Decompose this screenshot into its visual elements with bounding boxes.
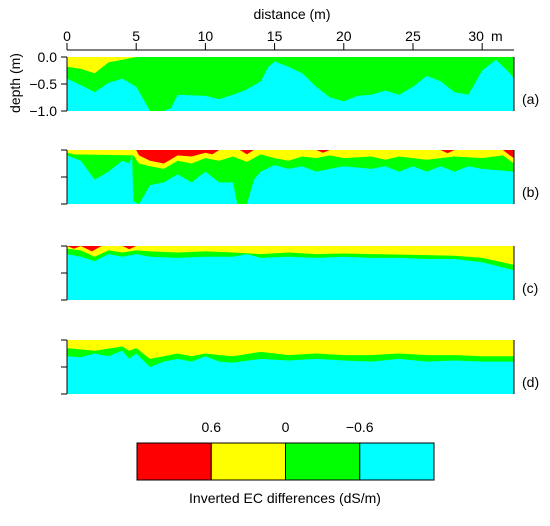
y-tick-label: −1.0 bbox=[29, 103, 57, 119]
y-axis-ticks: 0.0 −0.5 −1.0 bbox=[29, 49, 57, 119]
legend: 0.6 0 −0.6 bbox=[136, 419, 435, 481]
panel-1: (b) bbox=[61, 149, 539, 205]
x-tick-label: 25 bbox=[405, 28, 421, 44]
legend-tick-label: −0.6 bbox=[346, 419, 374, 435]
y-tick-label: 0.0 bbox=[38, 49, 58, 65]
panel-label: (b) bbox=[522, 184, 539, 200]
region-cyan bbox=[67, 59, 514, 111]
legend-tick-label: 0.6 bbox=[202, 419, 222, 435]
panel-2: (c) bbox=[61, 245, 538, 301]
legend-title: Inverted EC differences (dS/m) bbox=[189, 490, 381, 506]
x-axis-unit: m bbox=[491, 28, 503, 44]
panels: (a) (b) (c) (d) bbox=[61, 56, 539, 395]
panel-label: (d) bbox=[522, 374, 539, 390]
region-cyan bbox=[67, 155, 514, 204]
panel-label: (a) bbox=[522, 91, 539, 107]
legend-swatch-green bbox=[285, 442, 361, 481]
x-axis-title: distance (m) bbox=[253, 6, 330, 22]
panel-0: (a) bbox=[61, 56, 539, 112]
x-tick-label: 15 bbox=[267, 28, 283, 44]
panel-label: (c) bbox=[522, 280, 538, 296]
legend-tick-label: 0 bbox=[282, 419, 290, 435]
legend-swatch-cyan bbox=[359, 442, 435, 481]
panel-3: (d) bbox=[61, 339, 539, 395]
x-tick-label: 30 bbox=[468, 28, 484, 44]
x-tick-label: 20 bbox=[336, 28, 352, 44]
y-tick-label: −0.5 bbox=[29, 76, 57, 92]
x-axis-ticks: 0 5 10 15 20 25 30 bbox=[63, 28, 514, 51]
legend-swatch-yellow bbox=[210, 442, 286, 481]
x-tick-label: 0 bbox=[63, 28, 71, 44]
legend-swatch-red bbox=[136, 442, 212, 481]
region-cyan bbox=[67, 254, 514, 300]
x-tick-label: 5 bbox=[132, 28, 140, 44]
region-cyan bbox=[67, 350, 514, 394]
x-tick-label: 10 bbox=[198, 28, 214, 44]
y-axis-title: depth (m) bbox=[7, 53, 23, 113]
